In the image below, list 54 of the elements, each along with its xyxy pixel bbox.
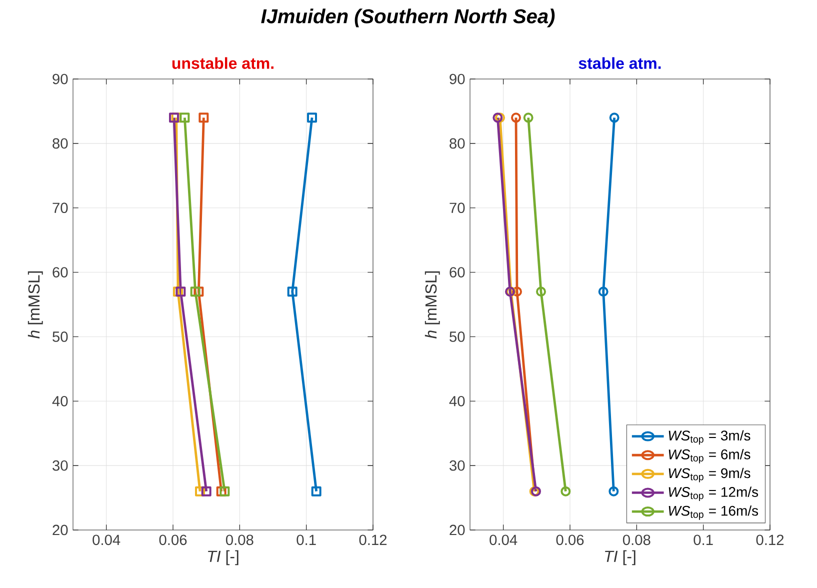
point	[307, 112, 318, 123]
point	[598, 286, 608, 297]
x-tick-label: 0.04	[490, 534, 518, 546]
y-tick-label: 20	[52, 524, 68, 536]
point	[216, 486, 226, 496]
x-tick-label: 0.06	[556, 534, 584, 546]
y-tick-label: 20	[450, 524, 465, 536]
y-tick-label: 80	[450, 138, 465, 149]
x-tick-label: 0.1	[694, 534, 713, 546]
y-tick-label: 60	[52, 267, 68, 278]
y-tick-label: 90	[52, 74, 68, 84]
y-tick-label: 30	[52, 460, 68, 471]
point	[495, 112, 506, 123]
point	[198, 112, 209, 123]
point	[176, 286, 186, 297]
x-axis-title: TI [-]	[208, 550, 238, 566]
x-tick-label: 0.06	[159, 534, 187, 546]
x-tick-label: 0.1	[296, 534, 316, 546]
chart-subtitle: unstable atm.	[172, 57, 274, 69]
y-tick-label: 30	[450, 460, 465, 471]
point	[180, 112, 190, 123]
point	[220, 486, 230, 496]
point	[311, 486, 322, 496]
x-axis-title: TI [-]	[605, 550, 636, 566]
y-tick-label: 50	[450, 332, 465, 342]
legend-label: WS$_{top}$ = 9m/s	[668, 468, 750, 482]
point	[173, 286, 184, 297]
legend-label: WS$_{top}$ = 3m/s	[668, 430, 750, 445]
x-tick-label: 0.12	[359, 534, 387, 546]
point	[201, 486, 212, 496]
y-tick-label: 50	[52, 332, 68, 342]
chart-subtitle: stable atm.	[578, 57, 661, 69]
chart-title: IJmuiden (Southern North Sea)	[261, 8, 555, 28]
legend-label: WS$_{top}$ = 12m/s	[668, 486, 758, 502]
point	[536, 286, 546, 297]
point	[190, 286, 200, 297]
x-tick-label: 0.08	[622, 534, 650, 546]
y-axis-title: h [mMSL]	[28, 271, 43, 338]
y-axis-title: h [mMSL]	[424, 271, 440, 338]
y-tick-label: 40	[449, 396, 465, 406]
legend-label: WS$_{top}$ = 6m/s	[668, 449, 750, 464]
y-tick-label: 80	[52, 138, 68, 149]
point	[194, 286, 204, 297]
y-tick-label: 90	[450, 74, 465, 84]
x-tick-label: 0.04	[92, 534, 120, 546]
x-tick-label: 0.08	[226, 534, 254, 546]
y-tick-label: 70	[450, 202, 465, 214]
y-tick-label: 70	[52, 202, 68, 214]
x-tick-label: 0.12	[756, 534, 784, 546]
y-tick-label: 40	[52, 396, 68, 406]
point	[195, 486, 206, 496]
y-tick-label: 60	[450, 267, 465, 278]
point	[287, 286, 298, 297]
legend-label: WS$_{top}$ = 16m/s	[668, 505, 758, 520]
